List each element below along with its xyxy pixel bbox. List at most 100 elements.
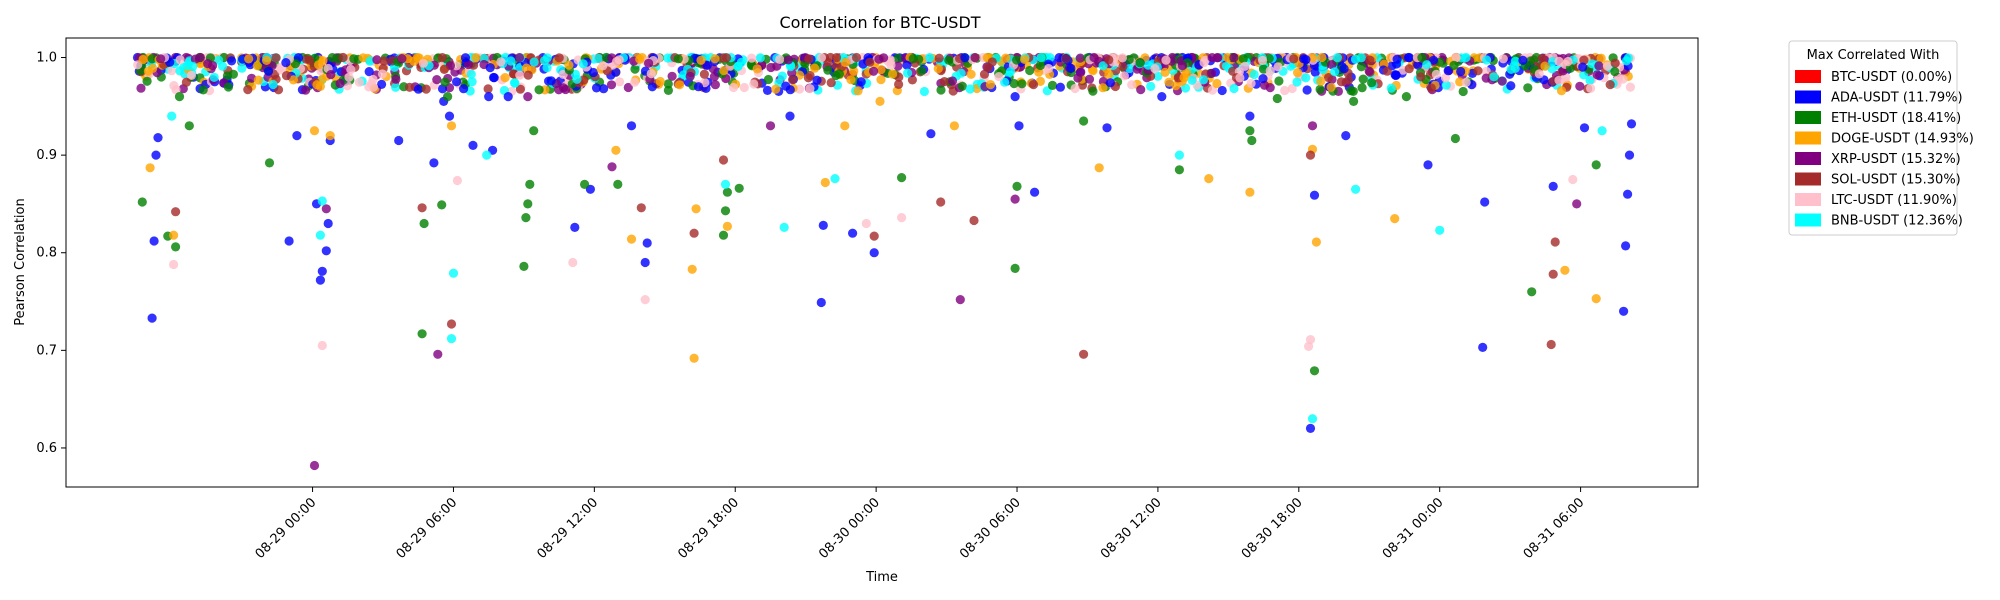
scatter-point <box>417 203 427 213</box>
scatter-point <box>696 55 706 65</box>
scatter-point <box>281 58 291 68</box>
scatter-point <box>1245 187 1255 197</box>
scatter-point <box>305 55 315 65</box>
x-tick-label: 08-30 12:00 <box>1098 495 1165 562</box>
scatter-point <box>1318 65 1328 75</box>
scatter-point <box>710 80 721 90</box>
x-tick-label: 08-29 18:00 <box>675 495 742 562</box>
scatter-point <box>515 70 525 80</box>
legend-swatch <box>1795 111 1821 124</box>
scatter-point <box>326 70 336 80</box>
scatter-point <box>1207 85 1218 95</box>
scatter-point <box>312 80 322 90</box>
scatter-point <box>960 53 970 63</box>
scatter-point <box>301 85 311 95</box>
scatter-point <box>315 230 325 240</box>
scatter-point <box>1610 67 1620 77</box>
scatter-point <box>327 53 337 63</box>
scatter-point <box>1010 194 1020 204</box>
scatter-point <box>917 66 927 76</box>
scatter-point <box>1597 126 1607 136</box>
scatter-point <box>1356 62 1366 72</box>
scatter-point <box>368 74 378 85</box>
scatter-point <box>529 57 539 67</box>
scatter-point <box>1240 61 1250 71</box>
scatter-point <box>1554 56 1564 66</box>
x-tick-label: 08-29 06:00 <box>394 495 461 562</box>
scatter-point <box>1365 55 1375 65</box>
scatter-point <box>897 213 907 223</box>
scatter-point <box>1035 60 1045 71</box>
scatter-point <box>655 76 665 87</box>
scatter-point <box>1118 61 1128 72</box>
scatter-point <box>1435 225 1445 235</box>
scatter-point <box>1014 121 1024 131</box>
scatter-point <box>606 80 617 90</box>
scatter-point <box>957 81 968 91</box>
scatter-point <box>902 60 912 70</box>
scatter-point <box>1621 241 1631 251</box>
plot-area-frame <box>65 37 1699 488</box>
scatter-point <box>1075 53 1085 63</box>
scatter-point <box>1258 55 1268 65</box>
scatter-point <box>630 64 640 74</box>
scatter-point <box>1198 75 1209 85</box>
scatter-point <box>691 204 701 214</box>
scatter-point <box>970 53 980 63</box>
scatter-point <box>169 259 179 270</box>
scatter-point <box>1088 86 1098 96</box>
legend-frame <box>1788 40 1958 236</box>
scatter-point <box>788 75 798 85</box>
scatter-point <box>1061 53 1071 64</box>
scatter-point <box>368 82 379 92</box>
scatter-point <box>377 69 388 79</box>
scatter-point <box>1229 83 1239 94</box>
legend-swatch <box>1795 213 1821 227</box>
scatter-point <box>966 69 976 79</box>
scatter-point <box>644 58 654 68</box>
scatter-point <box>1280 85 1290 96</box>
scatter-point <box>1104 55 1114 65</box>
legend-entry-label: ETH-USDT (18.41%) <box>1831 111 1961 126</box>
scatter-point <box>1497 76 1507 86</box>
scatter-point <box>243 85 253 95</box>
scatter-point <box>1392 54 1402 64</box>
scatter-point <box>810 63 820 73</box>
scatter-point <box>611 67 621 77</box>
scatter-point <box>482 150 492 160</box>
scatter-point <box>1171 81 1181 91</box>
scatter-point <box>1623 53 1633 63</box>
scatter-point <box>1102 123 1112 133</box>
scatter-point <box>394 135 404 146</box>
scatter-point <box>1626 119 1637 129</box>
scatter-point <box>1428 55 1439 65</box>
scatter-point <box>377 79 387 89</box>
scatter-point <box>151 150 161 160</box>
scatter-point <box>640 257 650 268</box>
scatter-point <box>1204 174 1214 184</box>
scatter-point <box>720 206 731 216</box>
scatter-point <box>335 78 345 89</box>
legend-swatch <box>1795 152 1821 165</box>
scatter-point <box>626 234 637 244</box>
scatter-point <box>663 53 673 63</box>
x-tick-label: 08-29 00:00 <box>253 495 320 562</box>
scatter-point <box>514 53 525 63</box>
scatter-point <box>372 55 382 65</box>
scatter-point <box>417 329 427 339</box>
scatter-point <box>252 61 262 71</box>
scatter-point <box>1249 69 1259 80</box>
scatter-point <box>1098 83 1108 93</box>
scatter-point <box>826 78 836 88</box>
scatter-point <box>1010 263 1020 273</box>
scatter-point <box>599 84 609 94</box>
scatter-point <box>198 85 208 95</box>
scatter-point <box>663 79 673 89</box>
scatter-point <box>823 57 833 67</box>
scatter-point <box>1305 335 1316 345</box>
scatter-point <box>1009 79 1019 89</box>
scatter-point <box>1572 199 1582 209</box>
scatter-point <box>1489 72 1499 82</box>
scatter-point <box>1422 60 1432 70</box>
scatter-point <box>1618 74 1628 84</box>
